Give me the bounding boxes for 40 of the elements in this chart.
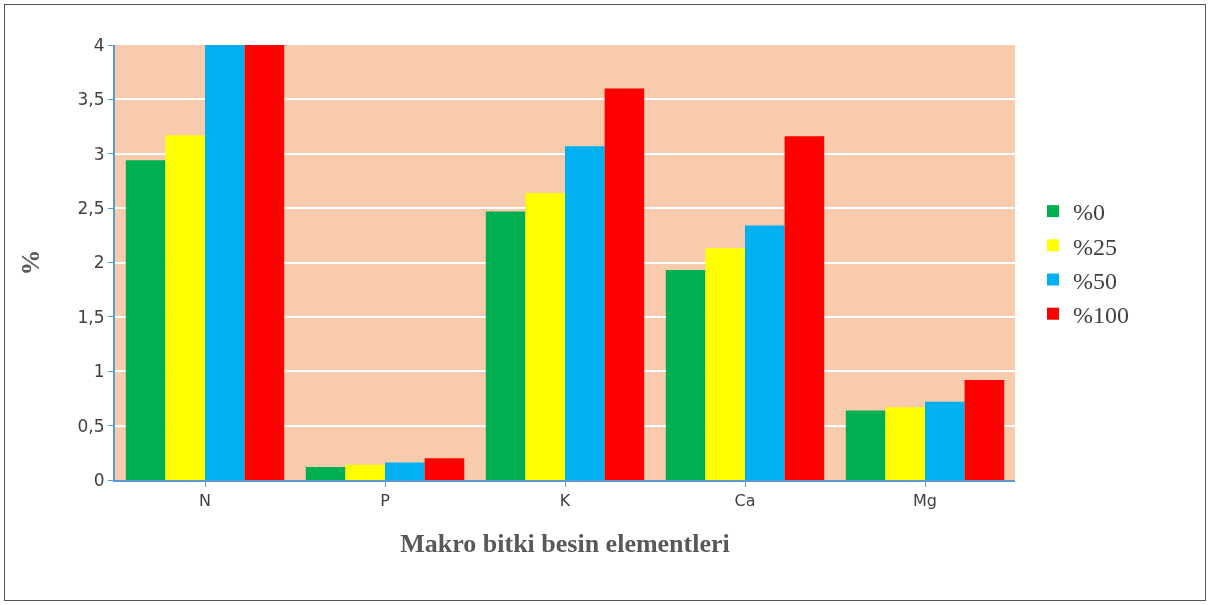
- bar: [305, 466, 346, 480]
- legend-label: %0: [1073, 199, 1105, 226]
- bar: [665, 270, 706, 480]
- y-tick-label: 2,5: [77, 198, 105, 219]
- y-tick-label: 4: [93, 34, 105, 55]
- bar: [565, 146, 605, 480]
- bar: [784, 136, 825, 480]
- bar: [424, 458, 465, 480]
- bar: [125, 160, 166, 480]
- bar: [745, 225, 785, 480]
- bar: [485, 211, 526, 480]
- y-tick-label: 1,5: [77, 306, 105, 327]
- legend-label: %100: [1073, 302, 1129, 329]
- y-tick-label: 3,5: [77, 89, 105, 110]
- bar: [604, 88, 645, 480]
- bar: [385, 462, 425, 480]
- y-tick-label: 2: [93, 252, 105, 273]
- y-tick-label: 0,5: [77, 415, 105, 436]
- x-tick-label: Mg: [913, 491, 937, 511]
- x-tick-label: K: [559, 491, 571, 511]
- x-tick-label: N: [199, 491, 211, 511]
- bar: [525, 192, 565, 480]
- y-tick-label: 0: [93, 469, 105, 490]
- x-axis-title: Makro bitki besin elementleri: [400, 529, 730, 559]
- x-tick-label: Ca: [734, 491, 756, 511]
- bar: [244, 45, 285, 480]
- bar: [165, 135, 205, 480]
- bar: [205, 45, 245, 480]
- bar: [705, 248, 745, 480]
- legend-label: %50: [1073, 267, 1117, 294]
- y-tick-label: 3: [93, 143, 105, 164]
- bar: [964, 379, 1005, 480]
- bar: [845, 410, 886, 480]
- y-tick-label: 1: [93, 361, 105, 382]
- legend-label: %25: [1073, 233, 1117, 260]
- y-axis-title: %: [16, 249, 46, 276]
- bar: [885, 407, 925, 480]
- x-tick-label: P: [380, 491, 391, 511]
- bar: [925, 401, 965, 480]
- bar: [345, 464, 385, 480]
